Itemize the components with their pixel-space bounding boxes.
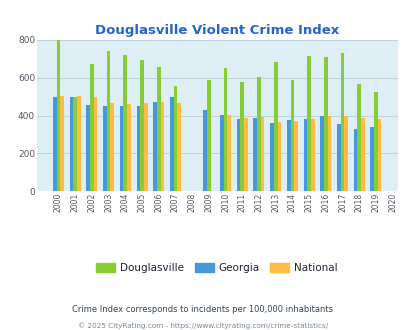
Bar [160,102,164,191]
Text: © 2025 CityRating.com - https://www.cityrating.com/crime-statistics/: © 2025 CityRating.com - https://www.city… [78,323,327,329]
Bar [320,115,323,191]
Bar [323,57,327,191]
Bar [223,68,227,191]
Bar [256,77,260,191]
Bar [127,104,130,191]
Bar [310,119,314,191]
Bar [343,115,347,191]
Bar [123,55,127,191]
Bar [253,118,256,191]
Bar [290,81,294,191]
Bar [277,121,281,191]
Bar [90,64,94,191]
Bar [327,116,330,191]
Bar [177,103,181,191]
Bar [307,56,310,191]
Bar [336,124,340,191]
Title: Douglasville Violent Crime Index: Douglasville Violent Crime Index [95,24,339,37]
Bar [107,51,110,191]
Bar [136,106,140,191]
Bar [73,97,77,191]
Bar [156,67,160,191]
Bar [86,105,90,191]
Bar [140,60,143,191]
Bar [203,110,207,191]
Bar [353,129,356,191]
Bar [77,96,81,191]
Bar [273,62,277,191]
Text: Crime Index corresponds to incidents per 100,000 inhabitants: Crime Index corresponds to incidents per… [72,305,333,314]
Bar [286,120,290,191]
Bar [303,119,307,191]
Bar [207,81,210,191]
Bar [269,123,273,191]
Bar [170,97,173,191]
Bar [356,83,360,191]
Bar [340,53,343,191]
Bar [110,103,114,191]
Bar [260,117,264,191]
Bar [294,121,297,191]
Bar [153,102,156,191]
Bar [103,106,107,191]
Bar [173,85,177,191]
Bar [70,97,73,191]
Bar [94,97,97,191]
Bar [240,82,243,191]
Bar [220,115,223,191]
Bar [227,115,230,191]
Bar [236,119,240,191]
Bar [53,97,57,191]
Bar [243,118,247,191]
Bar [373,92,377,191]
Bar [360,118,364,191]
Bar [369,127,373,191]
Bar [377,119,381,191]
Bar [60,96,64,191]
Bar [119,106,123,191]
Bar [143,103,147,191]
Bar [57,40,60,191]
Legend: Douglasville, Georgia, National: Douglasville, Georgia, National [92,259,341,277]
